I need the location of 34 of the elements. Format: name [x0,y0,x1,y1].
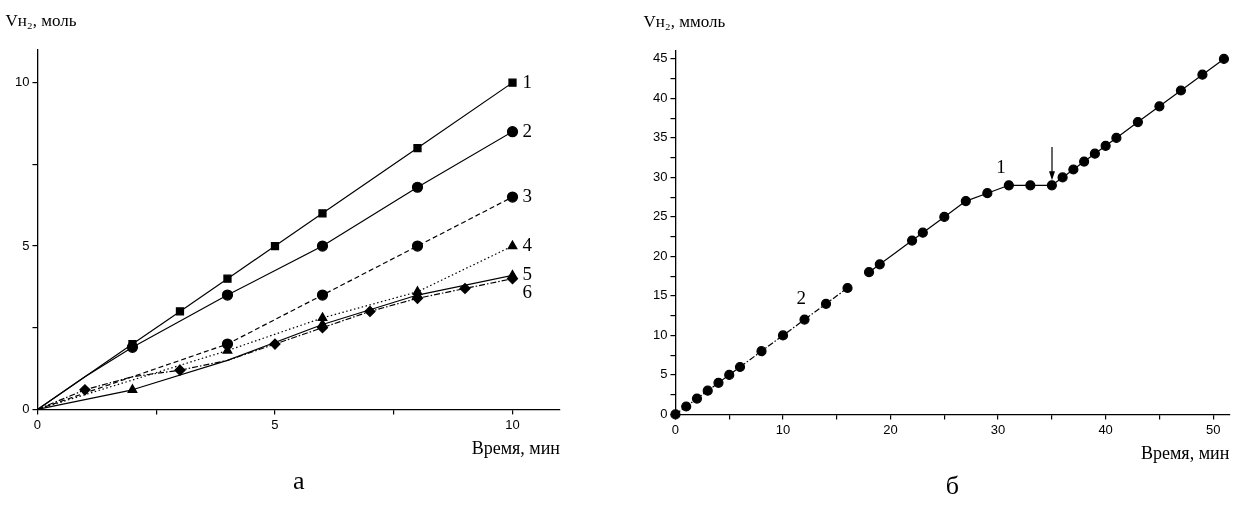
x-tick-label: 10 [505,416,520,432]
x-axis-title: Время, мин [1140,443,1230,464]
y-tick-label: 5 [660,366,668,382]
series-label: 1 [522,70,532,92]
x-tick-label: 30 [990,421,1006,437]
text: б [945,471,959,501]
y-tick-label: 10 [14,74,30,90]
y-tick-label: 25 [652,208,668,224]
y-axis-title: Vн₂, моль [5,11,77,30]
x-axis-title: Время, мин [471,438,561,459]
y-tick-label: 0 [660,405,668,421]
y-tick-label: 35 [652,129,668,145]
y-tick-label: 5 [22,237,30,253]
series-label: 3 [522,185,532,207]
x-tick-label: 0 [33,416,42,432]
x-tick-label: 0 [671,421,680,437]
y-axis-title: Vн₂, ммоль [643,12,726,31]
y-tick-label: 30 [652,168,668,184]
text: а [292,466,305,496]
y-tick-label: 45 [652,50,668,66]
x-tick-label: 40 [1098,421,1113,437]
series-label: 2 [522,119,532,141]
x-tick-label: 20 [883,421,898,437]
x-tick-label: 50 [1205,421,1221,437]
series-label: 4 [522,234,533,256]
annotation: 2 [796,287,806,309]
y-tick-label: 10 [652,326,668,342]
y-tick-label: 40 [652,89,668,105]
y-tick-label: 0 [22,400,30,416]
y-tick-label: 20 [652,247,668,263]
x-tick-label: 5 [271,416,279,432]
y-tick-label: 15 [652,287,668,303]
annotation: 1 [996,156,1006,177]
x-tick-label: 10 [775,421,791,437]
